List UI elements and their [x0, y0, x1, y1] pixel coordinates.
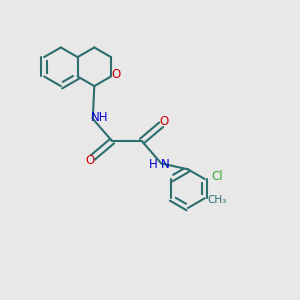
- Text: Cl: Cl: [211, 169, 223, 182]
- Text: O: O: [85, 154, 94, 167]
- Text: NH: NH: [91, 111, 108, 124]
- Text: H: H: [149, 158, 158, 171]
- Text: O: O: [112, 68, 121, 82]
- Text: O: O: [160, 115, 169, 128]
- Text: N: N: [161, 158, 170, 171]
- Text: CH₃: CH₃: [208, 195, 227, 205]
